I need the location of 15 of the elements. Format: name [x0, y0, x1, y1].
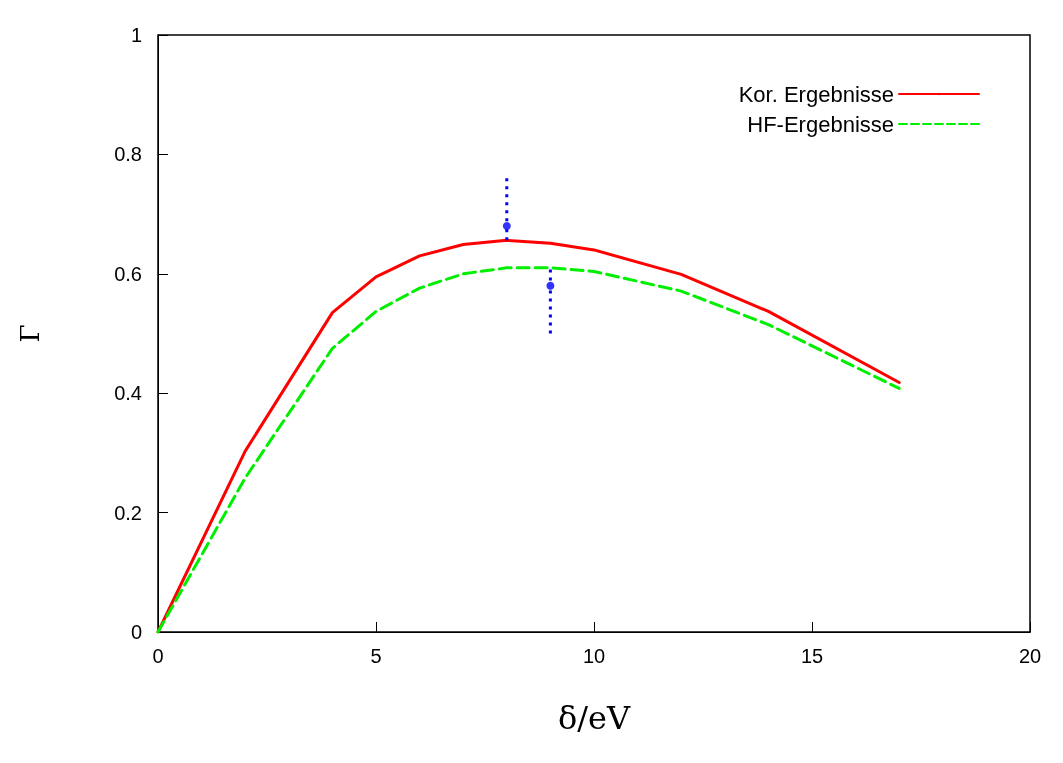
x-tick-label: 20 — [1018, 645, 1042, 667]
x-tick-label: 10 — [582, 645, 606, 667]
y-tick-label: 0.6 — [114, 262, 142, 285]
y-axis-title: Γ — [15, 324, 45, 343]
legend-label: HF-Ergebnisse — [747, 111, 894, 137]
x-axis-title: δ/eV — [557, 699, 631, 737]
legend-label: Kor. Ergebnisse — [738, 81, 894, 107]
y-tick-label: 0.4 — [114, 382, 142, 405]
y-tick-label: 0.2 — [114, 501, 142, 524]
x-tick-label: 0 — [152, 645, 164, 667]
y-tick-label: 0 — [130, 621, 142, 643]
y-tick-label: 1 — [130, 24, 142, 46]
x-tick-label: 5 — [370, 645, 382, 667]
x-tick-label: 15 — [800, 645, 824, 667]
y-tick-label: 0.8 — [114, 143, 142, 166]
